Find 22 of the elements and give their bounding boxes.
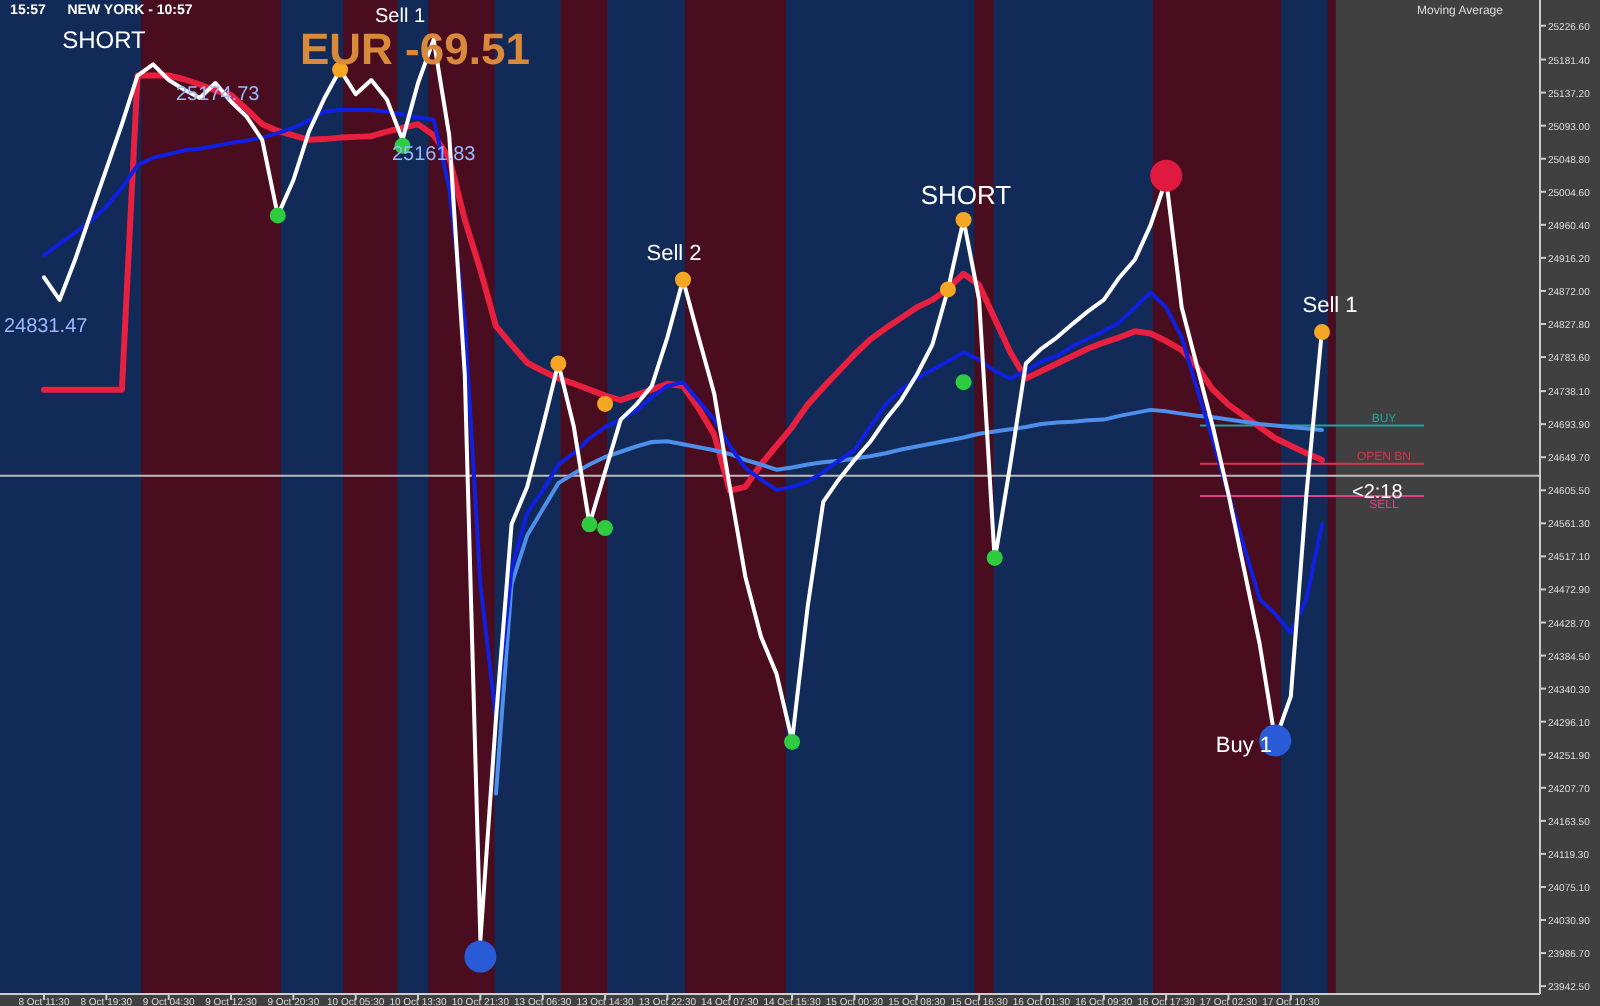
annotation: Sell 1 <box>1302 294 1358 318</box>
point <box>269 207 286 224</box>
annotation: SHORT <box>920 180 1012 210</box>
point <box>550 355 567 372</box>
point <box>1150 159 1183 192</box>
annotation: 24831.47 <box>4 316 89 338</box>
point <box>939 281 956 298</box>
point <box>784 733 801 750</box>
annotation: Buy 1 <box>1215 734 1272 758</box>
point <box>955 211 972 228</box>
annotation: Sell 2 <box>646 242 702 266</box>
point <box>1314 324 1330 341</box>
annotation: Sell 1 <box>374 6 426 28</box>
point <box>986 549 1003 566</box>
annotation: SHORT <box>62 26 148 54</box>
point <box>675 271 691 288</box>
point <box>955 374 972 391</box>
point <box>597 520 614 537</box>
line-series <box>493 407 1324 796</box>
point <box>597 395 614 412</box>
point <box>464 940 497 973</box>
point <box>581 516 598 533</box>
